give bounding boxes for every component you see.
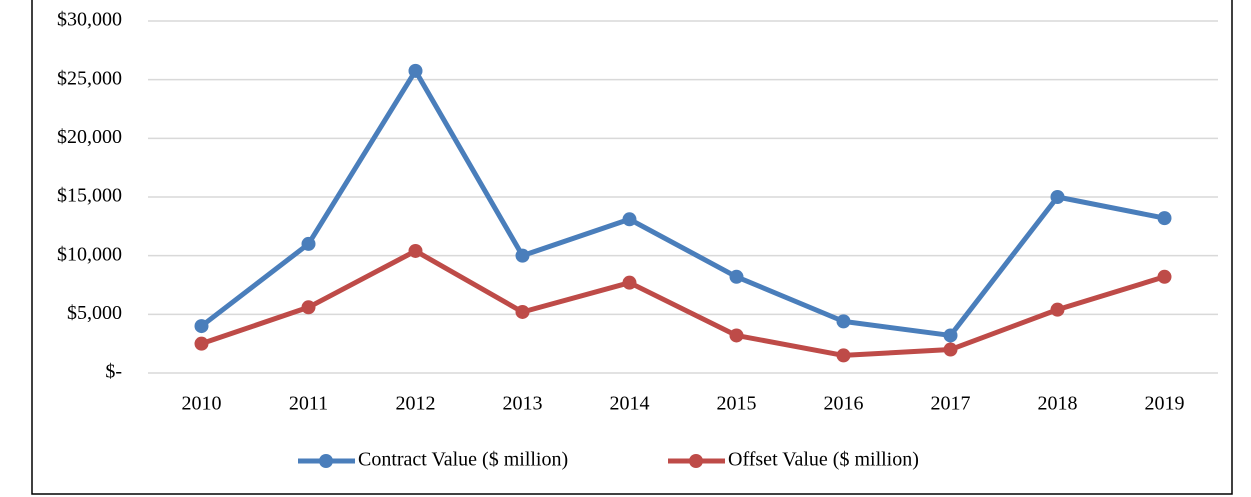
y-tick-label: $30,000 (57, 9, 122, 31)
y-tick-label: $25,000 (57, 67, 122, 89)
y-tick-label: $5,000 (67, 302, 122, 324)
data-point (408, 63, 423, 78)
data-point (1157, 269, 1172, 284)
data-point (622, 212, 637, 227)
y-tick-label: $20,000 (57, 126, 122, 148)
data-point (194, 336, 209, 351)
x-tick-label: 2016 (824, 393, 864, 415)
x-tick-label: 2014 (610, 393, 650, 415)
x-tick-label: 2012 (396, 393, 436, 415)
data-point (943, 342, 958, 357)
data-point (1050, 302, 1065, 317)
data-point (1050, 190, 1065, 204)
data-point (729, 328, 744, 343)
legend-label: Contract Value ($ million) (358, 449, 568, 471)
data-point (622, 275, 637, 290)
series-line (199, 68, 1165, 338)
data-point (836, 348, 851, 363)
data-point (408, 243, 423, 258)
chart-frame (31, 0, 1233, 495)
x-tick-label: 2018 (1038, 393, 1078, 415)
x-tick-label: 2017 (931, 393, 971, 415)
x-tick-label: 2015 (717, 393, 757, 415)
x-tick-label: 2010 (182, 393, 222, 415)
series-line (200, 248, 1166, 358)
legend-label: Offset Value ($ million) (728, 449, 919, 471)
y-tick-label: $15,000 (57, 185, 122, 207)
data-point (729, 269, 744, 284)
y-tick-label: $- (105, 361, 122, 383)
x-tick-label: 2011 (289, 393, 328, 415)
data-point (836, 314, 851, 329)
data-point (301, 236, 316, 251)
data-point (515, 304, 530, 319)
legend-marker (319, 454, 333, 468)
data-point (301, 300, 316, 315)
data-point (515, 248, 530, 263)
data-point (1157, 211, 1172, 226)
y-tick-label: $10,000 (57, 243, 122, 265)
x-tick-label: 2019 (1145, 393, 1185, 415)
x-tick-label: 2013 (503, 393, 543, 415)
data-point (943, 328, 958, 343)
legend-marker (689, 454, 703, 468)
data-point (194, 319, 209, 334)
